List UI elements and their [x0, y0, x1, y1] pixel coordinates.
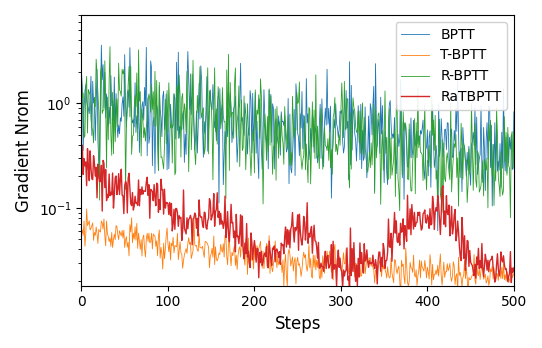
R-BPTT: [186, 120, 193, 125]
BPTT: [186, 107, 193, 111]
RaTBPTT: [511, 266, 517, 270]
RaTBPTT: [204, 219, 211, 223]
Line: R-BPTT: R-BPTT: [81, 47, 514, 218]
R-BPTT: [363, 153, 369, 157]
BPTT: [98, 43, 105, 47]
T-BPTT: [438, 274, 444, 278]
R-BPTT: [358, 151, 364, 155]
RaTBPTT: [78, 174, 85, 179]
BPTT: [438, 117, 444, 121]
T-BPTT: [397, 296, 404, 301]
Line: RaTBPTT: RaTBPTT: [81, 145, 514, 293]
R-BPTT: [437, 192, 443, 196]
T-BPTT: [204, 242, 211, 246]
BPTT: [511, 110, 517, 114]
RaTBPTT: [438, 211, 444, 215]
T-BPTT: [358, 274, 364, 278]
BPTT: [78, 70, 85, 74]
R-BPTT: [511, 130, 517, 134]
T-BPTT: [236, 245, 243, 249]
RaTBPTT: [236, 231, 243, 236]
X-axis label: Steps: Steps: [274, 315, 321, 333]
RaTBPTT: [79, 143, 86, 148]
RaTBPTT: [186, 216, 193, 221]
T-BPTT: [83, 207, 90, 211]
BPTT: [435, 229, 441, 233]
RaTBPTT: [346, 291, 353, 295]
BPTT: [358, 102, 364, 106]
RaTBPTT: [358, 251, 365, 255]
R-BPTT: [236, 165, 243, 169]
R-BPTT: [78, 75, 85, 79]
R-BPTT: [107, 45, 113, 49]
Line: BPTT: BPTT: [81, 45, 514, 231]
BPTT: [363, 147, 369, 151]
Y-axis label: Gradient Nrom: Gradient Nrom: [15, 89, 33, 212]
T-BPTT: [363, 264, 369, 269]
Legend: BPTT, T-BPTT, R-BPTT, RaTBPTT: BPTT, T-BPTT, R-BPTT, RaTBPTT: [396, 22, 507, 110]
T-BPTT: [186, 242, 193, 246]
BPTT: [204, 149, 211, 153]
R-BPTT: [204, 66, 211, 70]
T-BPTT: [78, 232, 85, 236]
RaTBPTT: [364, 248, 370, 252]
BPTT: [236, 102, 243, 106]
R-BPTT: [507, 216, 514, 220]
Line: T-BPTT: T-BPTT: [81, 209, 514, 299]
T-BPTT: [511, 271, 517, 276]
